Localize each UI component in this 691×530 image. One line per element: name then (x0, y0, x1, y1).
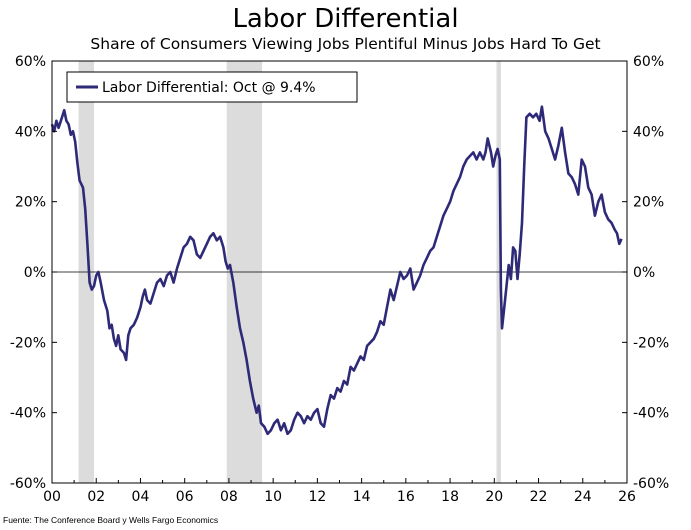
y-tick-label-right: 20% (633, 195, 664, 211)
legend-box (66, 71, 358, 103)
y-tick-label-left: 20% (15, 195, 46, 211)
legend-label: Labor Differential: Oct @ 9.4% (102, 80, 316, 96)
x-tick-label: 18 (441, 489, 459, 505)
x-tick-label: 14 (353, 489, 371, 505)
y-tick-label-right: -20% (633, 335, 669, 351)
y-tick-label-left: -20% (10, 335, 46, 351)
x-tick-label: 08 (220, 489, 238, 505)
x-tick-label: 04 (132, 489, 150, 505)
y-tick-label-right: 40% (633, 124, 664, 140)
x-tick-label: 10 (264, 489, 282, 505)
x-tick-label: 12 (308, 489, 326, 505)
y-tick-label-left: 40% (15, 124, 46, 140)
y-tick-label-right: 60% (633, 54, 664, 70)
chart-subtitle: Share of Consumers Viewing Jobs Plentifu… (90, 35, 601, 53)
x-tick-label: 20 (485, 489, 503, 505)
y-tick-label-left: 0% (24, 265, 46, 281)
x-tick-label: 24 (574, 489, 592, 505)
x-tick-label: 02 (87, 489, 105, 505)
x-tick-label: 00 (43, 489, 61, 505)
y-tick-label-right: -60% (633, 476, 669, 492)
y-tick-label-left: -40% (10, 406, 46, 422)
source-note: Fuente: The Conference Board y Wells Far… (3, 515, 219, 525)
x-tick-label: 26 (618, 489, 636, 505)
chart-title: Labor Differential (232, 4, 459, 34)
series-line-0 (50, 105, 623, 436)
x-tick-label: 16 (397, 489, 415, 505)
x-tick-label: 22 (530, 489, 548, 505)
y-tick-label-left: -60% (10, 476, 46, 492)
legend: Labor Differential: Oct @ 9.4% (66, 71, 358, 103)
series-layer (50, 105, 623, 436)
axis-ticks: 60% 60% 40% 40% 20% 20% 0% 0% -20% -20% -40% -40% -6… (10, 54, 669, 505)
y-tick-label-left: 60% (15, 54, 46, 70)
x-tick-label: 06 (176, 489, 194, 505)
y-tick-label-right: 0% (633, 265, 655, 281)
y-tick-label-right: -40% (633, 406, 669, 422)
